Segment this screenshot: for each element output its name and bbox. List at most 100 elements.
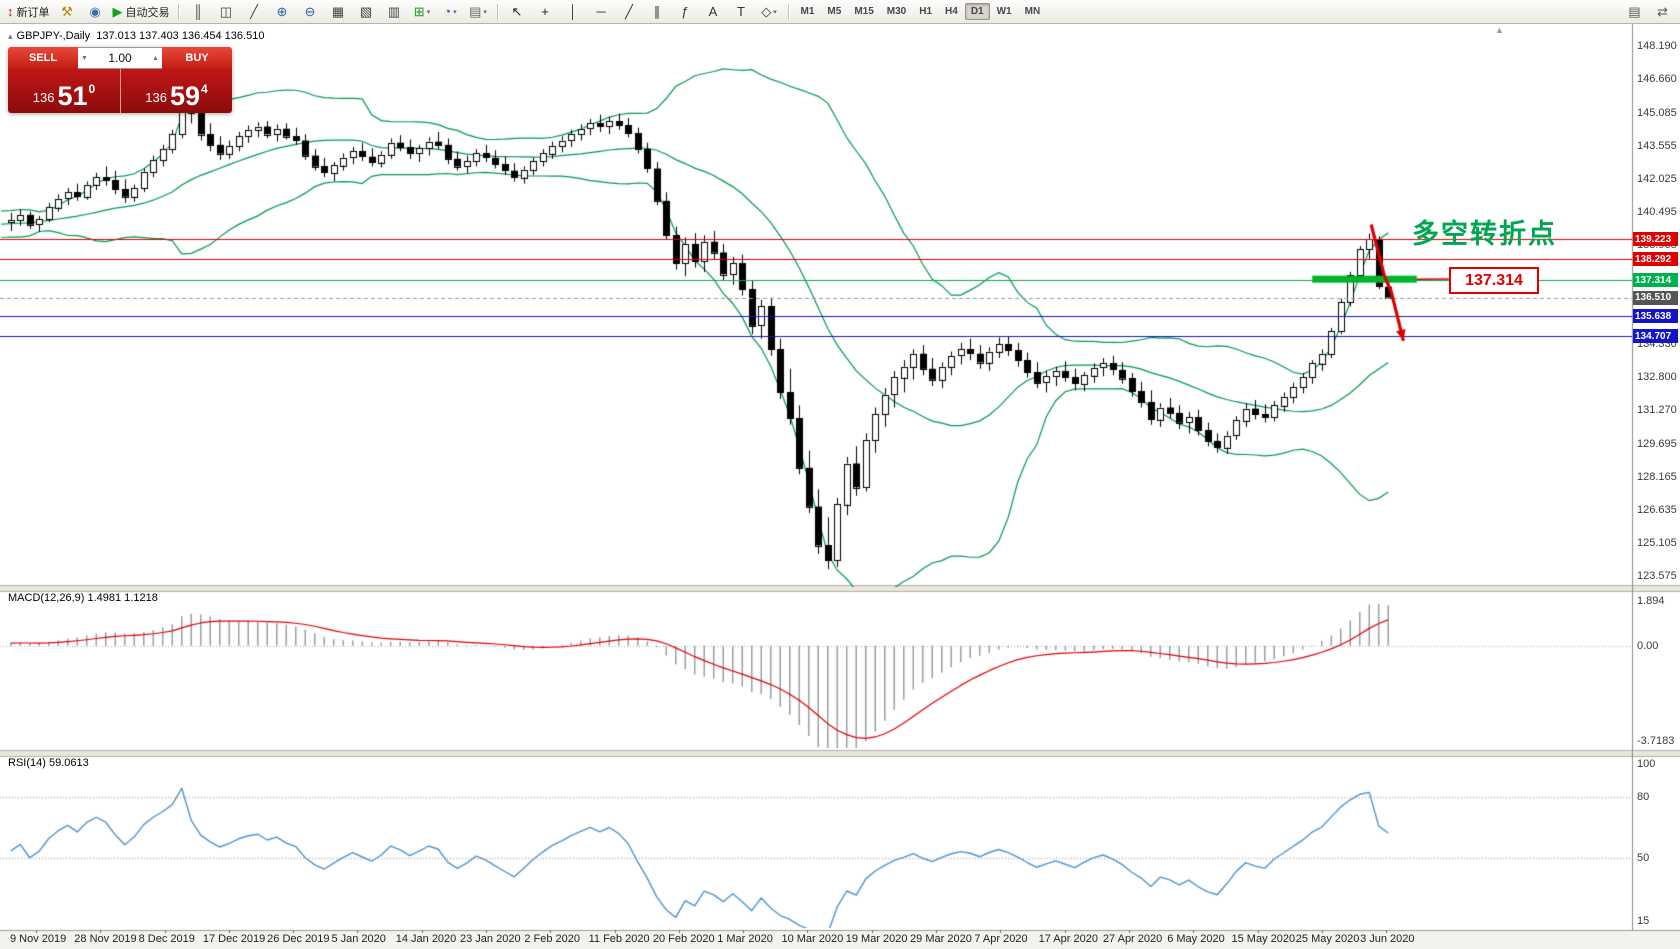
chart-scroll-marker: ▲ [1495,25,1504,35]
trendline-icon[interactable]: ╱ [616,1,643,23]
chevron-down-icon: ▾ [426,8,431,16]
chevron-down-icon: ▾ [483,8,487,16]
candlestick-icon: ◫ [219,4,233,19]
price-scale[interactable] [1632,24,1680,930]
toolbar-separator [496,3,499,20]
text-icon: A [708,4,718,19]
period-button[interactable]: ◔ ▾ [437,1,464,23]
new-order-icon: ↕ [7,4,14,19]
timeframe-h1[interactable]: H1 [919,6,933,17]
main-toolbar: ↕ 新订单 ⚒ ◉ ▶ 自动交易 ║ ◫ ╱ ⊕ ⊖ ▦ ▧ ▥ ⊞ ▾ ◔ ▾ ▤ ▾ ↖ + │ ─ ╱ ∥ ƒ A T ◇ ▾ M1 M5… [0,0,1680,24]
volume-stepper: ▼ 1.00 ▲ [78,47,162,69]
new-order-button[interactable]: ↕ 新订单 [4,1,53,23]
connection-icon[interactable]: ⇄ [1649,1,1676,23]
zoom-out-icon: ⊖ [304,4,316,19]
ohlc-values: 137.013 137.403 136.454 136.510 [96,30,265,42]
candlestick-icon[interactable]: ◫ [213,1,240,23]
cursor-icon[interactable]: ↖ [504,1,531,23]
line-chart-icon[interactable]: ╱ [241,1,268,23]
profiles-icon: ◉ [89,4,101,19]
zoom-out-icon[interactable]: ⊖ [297,1,324,23]
template-icon: ▤ [469,4,482,19]
ask-prefix: 136 [145,90,167,105]
arrange-icon[interactable]: ▥ [381,1,408,23]
oneclick-collapse-icon[interactable]: ▴ [8,31,13,41]
cascade-icon: ▧ [359,4,373,19]
market-watch-icon[interactable]: ▤ [1621,1,1648,23]
zoom-in-icon: ⊕ [276,4,288,19]
timeframe-mn[interactable]: MN [1024,6,1041,17]
arrange-icon: ▥ [387,4,401,19]
toolbar-separator [177,3,180,20]
bid-sup: 0 [88,82,96,96]
fibonacci-icon: ƒ [681,4,689,19]
crosshair-icon: + [541,4,549,19]
toolbar-separator [787,3,790,20]
date-axis[interactable] [0,930,1632,949]
cascade-icon[interactable]: ▧ [353,1,380,23]
volume-decrease-icon[interactable]: ▼ [81,54,88,62]
chevron-down-icon: ▾ [773,8,777,16]
horizontal-line-icon[interactable]: ─ [588,1,615,23]
shapes-icon: ◇ [761,4,772,19]
timeframe-m30[interactable]: M30 [886,6,907,17]
rsi-value: 59.0613 [48,757,89,769]
autotrade-button-label: 自动交易 [125,6,170,19]
price-callout: 137.314 [1449,267,1539,294]
shapes-button[interactable]: ◇ ▾ [756,1,783,23]
tile-windows-icon[interactable]: ▦ [325,1,352,23]
template-button[interactable]: ▤ ▾ [465,1,492,23]
new-chart-icon: ⊞ [413,4,425,19]
volume-input[interactable]: 1.00 [108,51,132,65]
turning-point-annotation: 多空转折点 [1412,219,1557,249]
symbol-ohlc-bar: ▴ GBPJPY-,Daily 137.013 137.403 136.454 1… [8,30,264,42]
macd-indicator-label: MACD(12,26,9) 1.4981 1.1218 [8,592,158,604]
fibonacci-icon[interactable]: ƒ [672,1,699,23]
timeframe-h4[interactable]: H4 [945,6,958,17]
buy-button[interactable]: BUY [162,47,232,69]
bar-chart-icon[interactable]: ║ [185,1,212,23]
vertical-line-icon: │ [568,4,578,19]
connection-icon: ⇄ [1657,4,1668,19]
bid-main: 51 [57,81,88,112]
horizontal-line-icon: ─ [596,4,606,19]
sell-button[interactable]: SELL [8,47,78,69]
timeframe-m15[interactable]: M15 [854,6,874,17]
timeframe-w1[interactable]: W1 [996,6,1012,17]
hammer-icon[interactable]: ⚒ [54,1,81,23]
label-icon: T [737,4,745,19]
ask-main: 59 [169,81,201,112]
vertical-line-icon[interactable]: │ [560,1,587,23]
timeframe-m1[interactable]: M1 [800,6,815,17]
symbol-name: GBPJPY-,Daily [16,30,91,42]
timeframe-d1[interactable]: D1 [964,3,990,20]
tile-windows-icon: ▦ [331,4,345,19]
macd-name: MACD(12,26,9) [8,592,85,604]
autotrade-button[interactable]: ▶ 自动交易 [110,1,173,23]
crosshair-icon[interactable]: + [532,1,559,23]
label-icon[interactable]: T [728,1,755,23]
zoom-in-icon[interactable]: ⊕ [269,1,296,23]
bid-price[interactable]: 136 51 0 [8,69,120,113]
bid-prefix: 136 [32,90,55,105]
new-chart-button[interactable]: ⊞ ▾ [409,1,436,23]
rsi-indicator-label: RSI(14) 59.0613 [8,757,89,769]
ask-sup: 4 [201,82,208,96]
line-chart-icon: ╱ [250,4,258,19]
hammer-icon: ⚒ [61,4,73,19]
channel-icon: ∥ [653,4,661,19]
channel-icon[interactable]: ∥ [644,1,671,23]
rsi-name: RSI(14) [8,757,46,769]
play-icon: ▶ [112,4,123,19]
volume-increase-icon[interactable]: ▲ [152,54,159,62]
macd-values: 1.4981 1.1218 [87,592,158,604]
timeframe-m5[interactable]: M5 [827,6,842,17]
text-icon[interactable]: A [700,1,727,23]
profiles-icon[interactable]: ◉ [82,1,109,23]
one-click-trading-panel: SELL ▼ 1.00 ▲ BUY 136 51 0 136 59 4 [8,47,232,113]
new-order-button-label: 新订单 [16,6,50,19]
market-watch-icon: ▤ [1628,4,1641,19]
trendline-icon: ╱ [625,4,633,19]
ask-price[interactable]: 136 59 4 [120,69,232,113]
